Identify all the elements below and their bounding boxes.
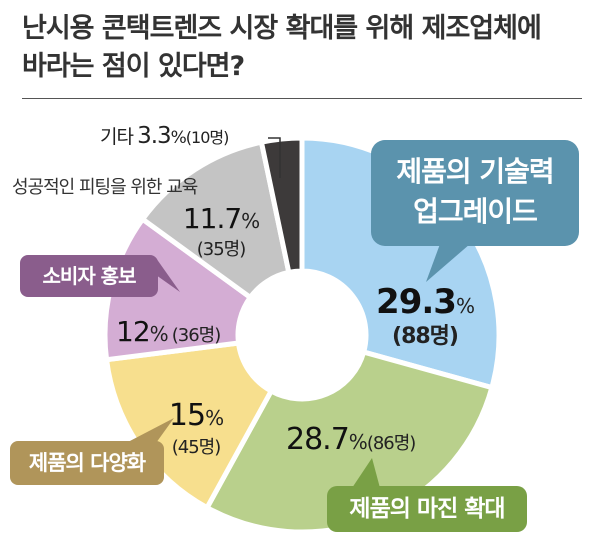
- promo-callout: 소비자 홍보: [20, 255, 158, 297]
- edu-count: (35명): [196, 239, 247, 260]
- margin-count: (86명): [366, 433, 417, 454]
- variety-callout: 제품의 다양화: [10, 441, 164, 485]
- slice-edu: [139, 139, 292, 301]
- other-name: 기타: [100, 126, 134, 148]
- title-line-2: 바라는 점이 있다면?: [22, 51, 245, 82]
- slice-other: [258, 135, 305, 276]
- other-leader-line: [268, 137, 281, 178]
- tech-percent: 29.3: [376, 282, 457, 322]
- edu-value-label: 11.7% (35명): [176, 202, 266, 261]
- promo-percent: 12: [116, 315, 151, 348]
- edu-percent-sign: %: [241, 209, 260, 233]
- margin-value-label: 28.7%(86명): [286, 422, 417, 457]
- variety-count: (45명): [171, 437, 222, 458]
- variety-value-label: 15% (45명): [160, 398, 232, 459]
- title-line-1: 난시용 콘택트렌즈 시장 확대를 위해 제조업체에: [22, 13, 542, 44]
- tech-callout: 제품의 기술력 업그레이드: [371, 140, 579, 246]
- other-count: (10명): [185, 128, 230, 147]
- other-percent: 3.3: [137, 123, 172, 149]
- slice-variety: [103, 340, 275, 512]
- margin-percent: 28.7: [286, 422, 350, 457]
- edu-name-label: 성공적인 피팅을 위한 교육: [12, 177, 198, 198]
- chart-title: 난시용 콘택트렌즈 시장 확대를 위해 제조업체에 바라는 점이 있다면?: [22, 10, 582, 86]
- margin-percent-sign: %: [348, 430, 368, 454]
- promo-percent-sign: %: [149, 322, 169, 346]
- tech-percent-sign: %: [455, 294, 475, 318]
- title-divider: [22, 98, 582, 99]
- tech-callout-line-2: 업그레이드: [413, 195, 538, 228]
- variety-percent: 15: [168, 398, 206, 433]
- margin-callout-pointer: [352, 458, 380, 488]
- margin-callout: 제품의 마진 확대: [327, 486, 527, 532]
- tech-callout-line-1: 제품의 기술력: [396, 155, 554, 188]
- tech-value-label: 29.3% (88명): [370, 282, 480, 350]
- variety-callout-pointer: [126, 418, 174, 443]
- tech-callout-pointer: [426, 244, 470, 282]
- variety-percent-sign: %: [205, 406, 224, 430]
- promo-count: (36명): [171, 325, 222, 346]
- other-value-label: 기타 3.3%(10명): [100, 122, 230, 149]
- other-percent-sign: %: [170, 128, 187, 148]
- tech-count: (88명): [392, 324, 459, 349]
- promo-value-label: 12% (36명): [116, 315, 222, 348]
- edu-percent: 11.7: [182, 202, 242, 235]
